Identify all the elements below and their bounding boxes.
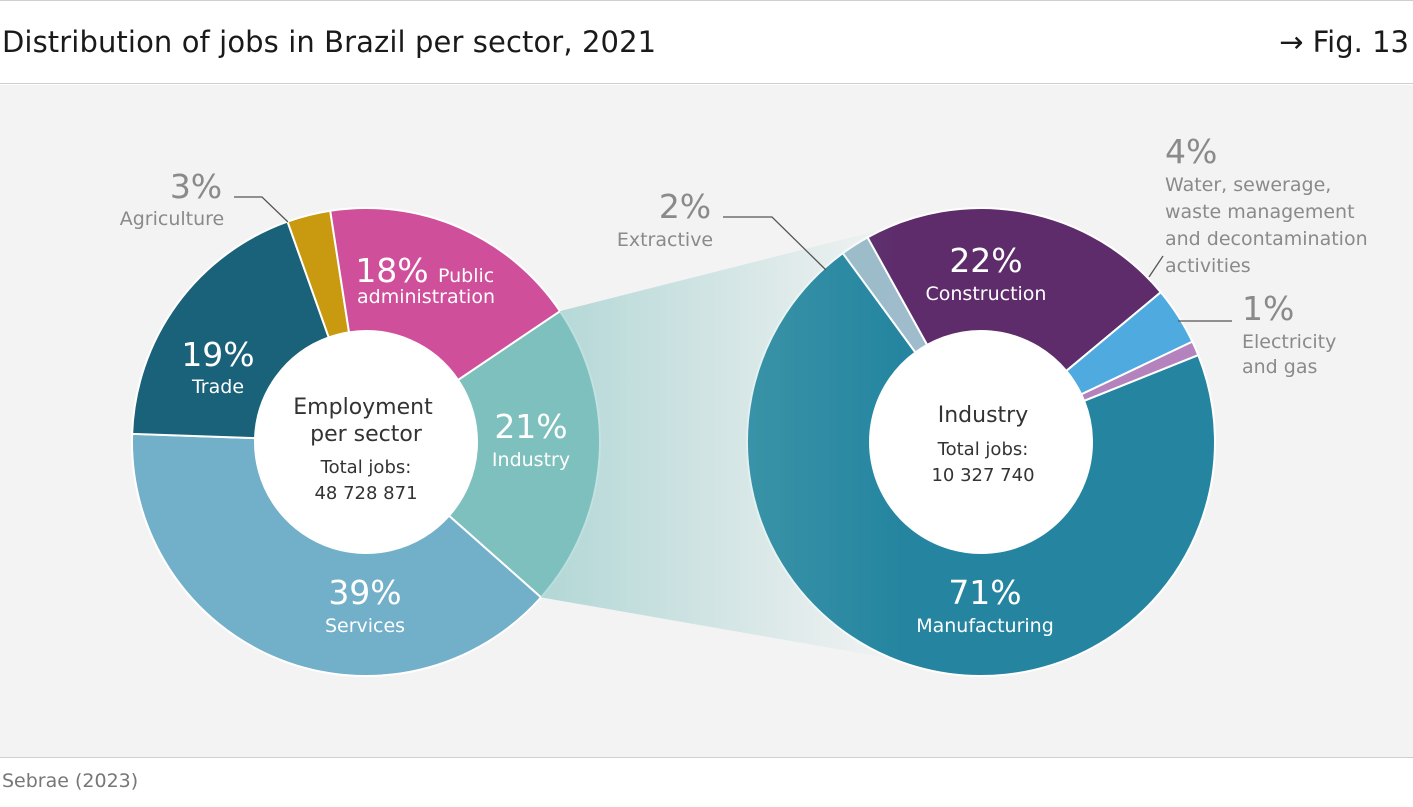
left-center-title-1: Employment xyxy=(293,395,433,420)
right-total-label: Total jobs: xyxy=(937,439,1029,460)
label-water-pct: 4% xyxy=(1165,132,1217,171)
label-water-name-2: waste management xyxy=(1165,201,1355,223)
label-manufacturing-name: Manufacturing xyxy=(916,615,1054,637)
label-water-name-4: activities xyxy=(1165,255,1251,277)
label-agriculture-name: Agriculture xyxy=(120,208,225,230)
left-total-value: 48 728 871 xyxy=(314,483,417,504)
label-extractive-name: Extractive xyxy=(617,229,713,251)
label-industry-name: Industry xyxy=(492,449,570,471)
right-center-title: Industry xyxy=(938,403,1029,428)
label-electricity-name-1: Electricity xyxy=(1242,331,1336,353)
leader-agriculture xyxy=(234,196,289,223)
source-note: Sebrae (2023) xyxy=(2,770,139,792)
label-industry-pct: 21% xyxy=(494,407,567,446)
leader-water xyxy=(1148,255,1164,278)
figure-reference: → Fig. 13 xyxy=(1279,25,1409,59)
label-manufacturing-pct: 71% xyxy=(948,573,1021,612)
chart-area: 21% Industry 39% Services 19% Trade 3% Agricult… xyxy=(0,85,1413,757)
left-donut-hole xyxy=(255,331,477,553)
label-services-pct: 39% xyxy=(328,573,401,612)
label-trade-pct: 19% xyxy=(181,335,254,374)
label-trade-name: Trade xyxy=(191,376,244,398)
label-public-administration-name-1: Public xyxy=(438,265,494,287)
label-agriculture-pct: 3% xyxy=(170,167,222,206)
label-services-name: Services xyxy=(325,615,405,637)
footer: Sebrae (2023) xyxy=(0,757,1413,807)
chart-svg: 21% Industry 39% Services 19%Trade 3%Agricult… xyxy=(120,132,1368,677)
label-construction-name: Construction xyxy=(926,283,1047,305)
label-construction-pct: 22% xyxy=(949,241,1022,280)
leader-extractive xyxy=(723,216,827,271)
label-electricity-pct: 1% xyxy=(1242,289,1294,328)
label-extractive-pct: 2% xyxy=(659,187,711,226)
label-public-administration-name-2: administration xyxy=(357,286,495,308)
label-electricity-name-2: and gas xyxy=(1242,356,1317,378)
label-water-name-3: and decontamination xyxy=(1165,228,1368,250)
chart-title: Distribution of jobs in Brazil per secto… xyxy=(2,25,657,59)
left-total-label: Total jobs: xyxy=(320,457,412,478)
label-public-administration-pct: 18% xyxy=(355,251,428,290)
left-center-title-2: per sector xyxy=(310,422,423,447)
header: Distribution of jobs in Brazil per secto… xyxy=(0,0,1413,84)
connector-band xyxy=(540,225,900,660)
label-water-name-1: Water, sewerage, xyxy=(1165,174,1331,196)
right-total-value: 10 327 740 xyxy=(931,465,1034,486)
right-donut-hole xyxy=(870,331,1092,553)
